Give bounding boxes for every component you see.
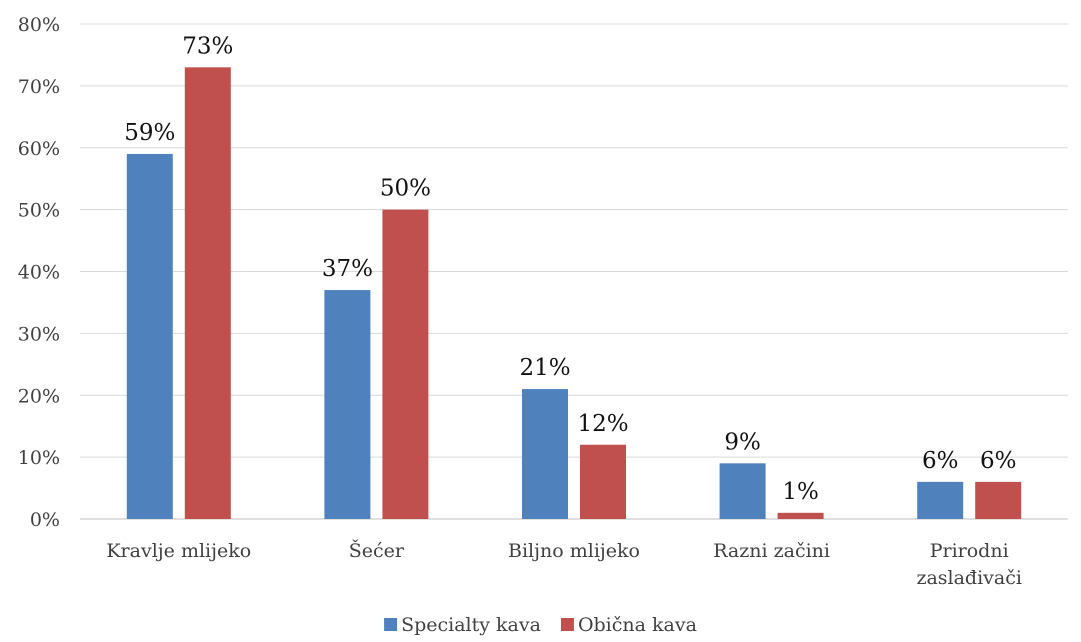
data-label: 12% — [577, 411, 628, 437]
x-category-label: Razni začini — [713, 540, 830, 562]
data-label: 21% — [519, 355, 570, 381]
legend-swatch — [384, 618, 398, 631]
y-tick-label: 20% — [18, 385, 60, 407]
x-category-label: Prirodni — [930, 540, 1009, 562]
bar — [382, 209, 429, 519]
bar — [126, 153, 173, 519]
gridlines — [80, 23, 1068, 520]
legend-label: Specialty kava — [401, 614, 541, 636]
bar — [975, 481, 1022, 519]
legend-swatch — [560, 618, 574, 631]
bar — [580, 444, 626, 519]
data-label: 6% — [980, 448, 1017, 474]
y-axis-tick-labels: 0% 10% 20% 30% 40% 50% 60% 70% 80% — [18, 14, 60, 531]
bar — [522, 389, 568, 519]
y-tick-label: 10% — [18, 447, 60, 469]
x-category-label: Kravlje mlijeko — [106, 540, 251, 562]
y-tick-label: 70% — [18, 76, 60, 98]
y-tick-label: 40% — [18, 262, 60, 284]
data-label: 50% — [380, 176, 431, 202]
data-label: 9% — [724, 429, 761, 455]
x-axis: Kravlje mlijeko Šećer Biljno mlijeko Razni … — [106, 539, 1022, 589]
y-tick-label: 30% — [18, 323, 60, 345]
data-labels: 59% 73% 37% 50% 21% 12% 9% 1% 6% 6% — [124, 33, 1016, 505]
y-tick-label: 50% — [18, 200, 60, 222]
bar — [917, 481, 964, 519]
y-tick-label: 80% — [18, 14, 60, 36]
y-tick-label: 60% — [18, 138, 60, 160]
legend: Specialty kava Obična kava — [384, 614, 697, 636]
data-label: 37% — [322, 256, 373, 282]
y-tick-label: 0% — [30, 509, 60, 531]
data-label: 1% — [782, 479, 819, 505]
x-category-label: zaslađivači — [916, 567, 1022, 589]
bar — [324, 290, 371, 519]
bars — [126, 67, 1022, 519]
x-category-label: Biljno mlijeko — [508, 540, 640, 562]
data-label: 59% — [124, 120, 175, 146]
data-label: 6% — [922, 448, 959, 474]
bar — [719, 463, 766, 519]
bar — [184, 67, 231, 519]
legend-label: Obična kava — [578, 614, 697, 636]
x-category-label: Šećer — [349, 539, 405, 562]
bar — [777, 512, 824, 519]
data-label: 73% — [182, 33, 233, 59]
